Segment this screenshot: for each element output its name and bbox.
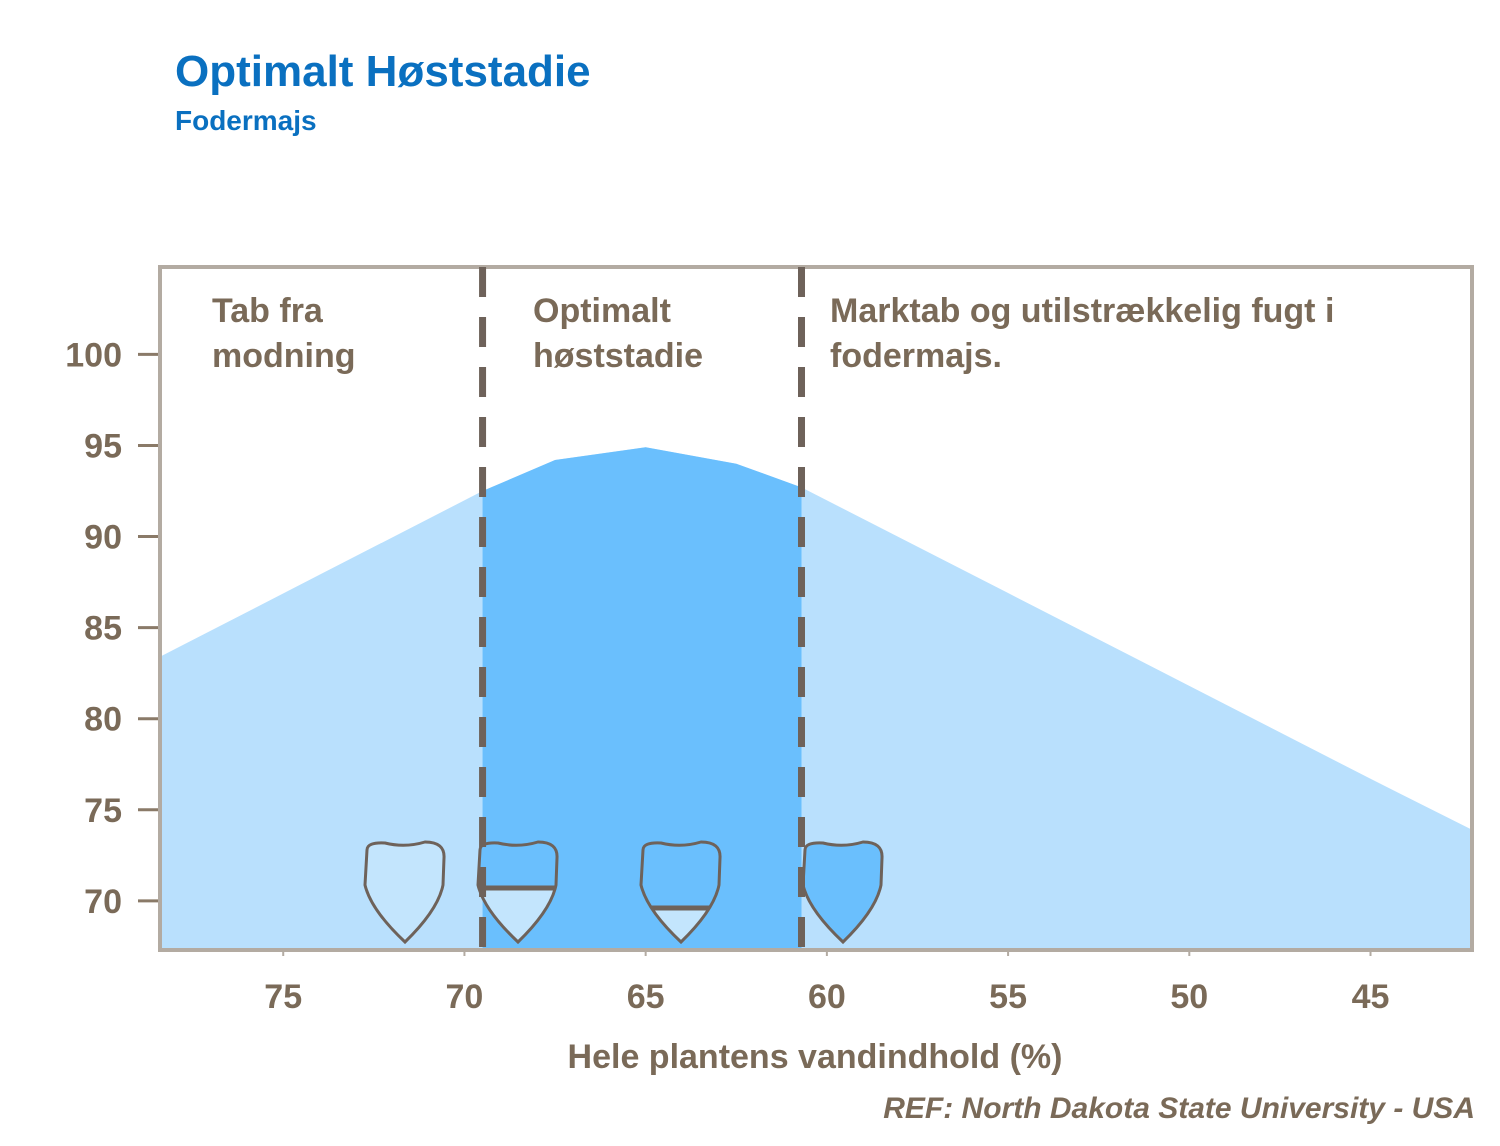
x-tick-label: 60 <box>808 978 846 1016</box>
x-tick-label: 55 <box>989 978 1027 1016</box>
x-tick-label: 65 <box>627 978 665 1016</box>
region-label: Optimalt <box>533 292 671 330</box>
y-tick-label: 70 <box>84 883 122 921</box>
chart-subtitle: Fodermajs <box>175 105 317 136</box>
y-tick-label: 85 <box>84 610 122 648</box>
y-tick-label: 90 <box>84 519 122 557</box>
kernel-outline <box>639 840 722 945</box>
y-tick-label: 95 <box>84 427 122 465</box>
kernel-fill <box>803 842 883 942</box>
y-tick-label: 80 <box>84 701 122 739</box>
plot-frame <box>158 265 1474 952</box>
kernel-fill <box>365 842 445 942</box>
source-note: REF: North Dakota State University - USA <box>883 1092 1475 1125</box>
kernel-outline <box>476 840 559 945</box>
highlight-area <box>482 447 802 950</box>
plot-area <box>160 447 1472 950</box>
chart-title: Optimalt Høststadie <box>175 47 591 96</box>
kernel-outline <box>363 840 446 945</box>
region-label: fodermajs. <box>830 337 1002 375</box>
region-label: høststadie <box>533 337 703 375</box>
kernel-outline <box>801 840 884 945</box>
x-axis-label: Hele plantens vandindhold (%) <box>568 1038 1063 1076</box>
y-tick-label: 100 <box>65 336 122 374</box>
x-tick-label: 70 <box>446 978 484 1016</box>
x-tick-label: 45 <box>1352 978 1390 1016</box>
region-label: Tab fra <box>212 292 324 330</box>
x-tick-label: 75 <box>264 978 302 1016</box>
region-label: Marktab og utilstrækkelig fugt i <box>830 292 1334 330</box>
y-tick-label: 75 <box>84 792 122 830</box>
region-label: modning <box>212 337 356 375</box>
x-tick-label: 50 <box>1170 978 1208 1016</box>
